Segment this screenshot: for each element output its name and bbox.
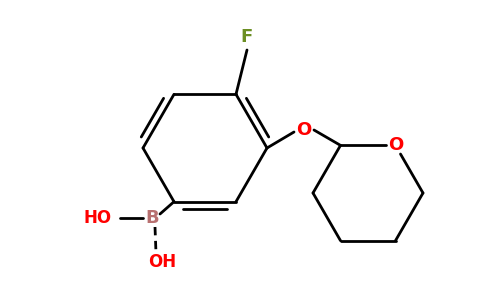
Text: HO: HO — [84, 209, 112, 227]
Text: F: F — [241, 28, 253, 46]
Text: O: O — [388, 136, 403, 154]
Text: B: B — [145, 209, 159, 227]
Text: O: O — [296, 121, 312, 139]
Text: OH: OH — [148, 253, 176, 271]
